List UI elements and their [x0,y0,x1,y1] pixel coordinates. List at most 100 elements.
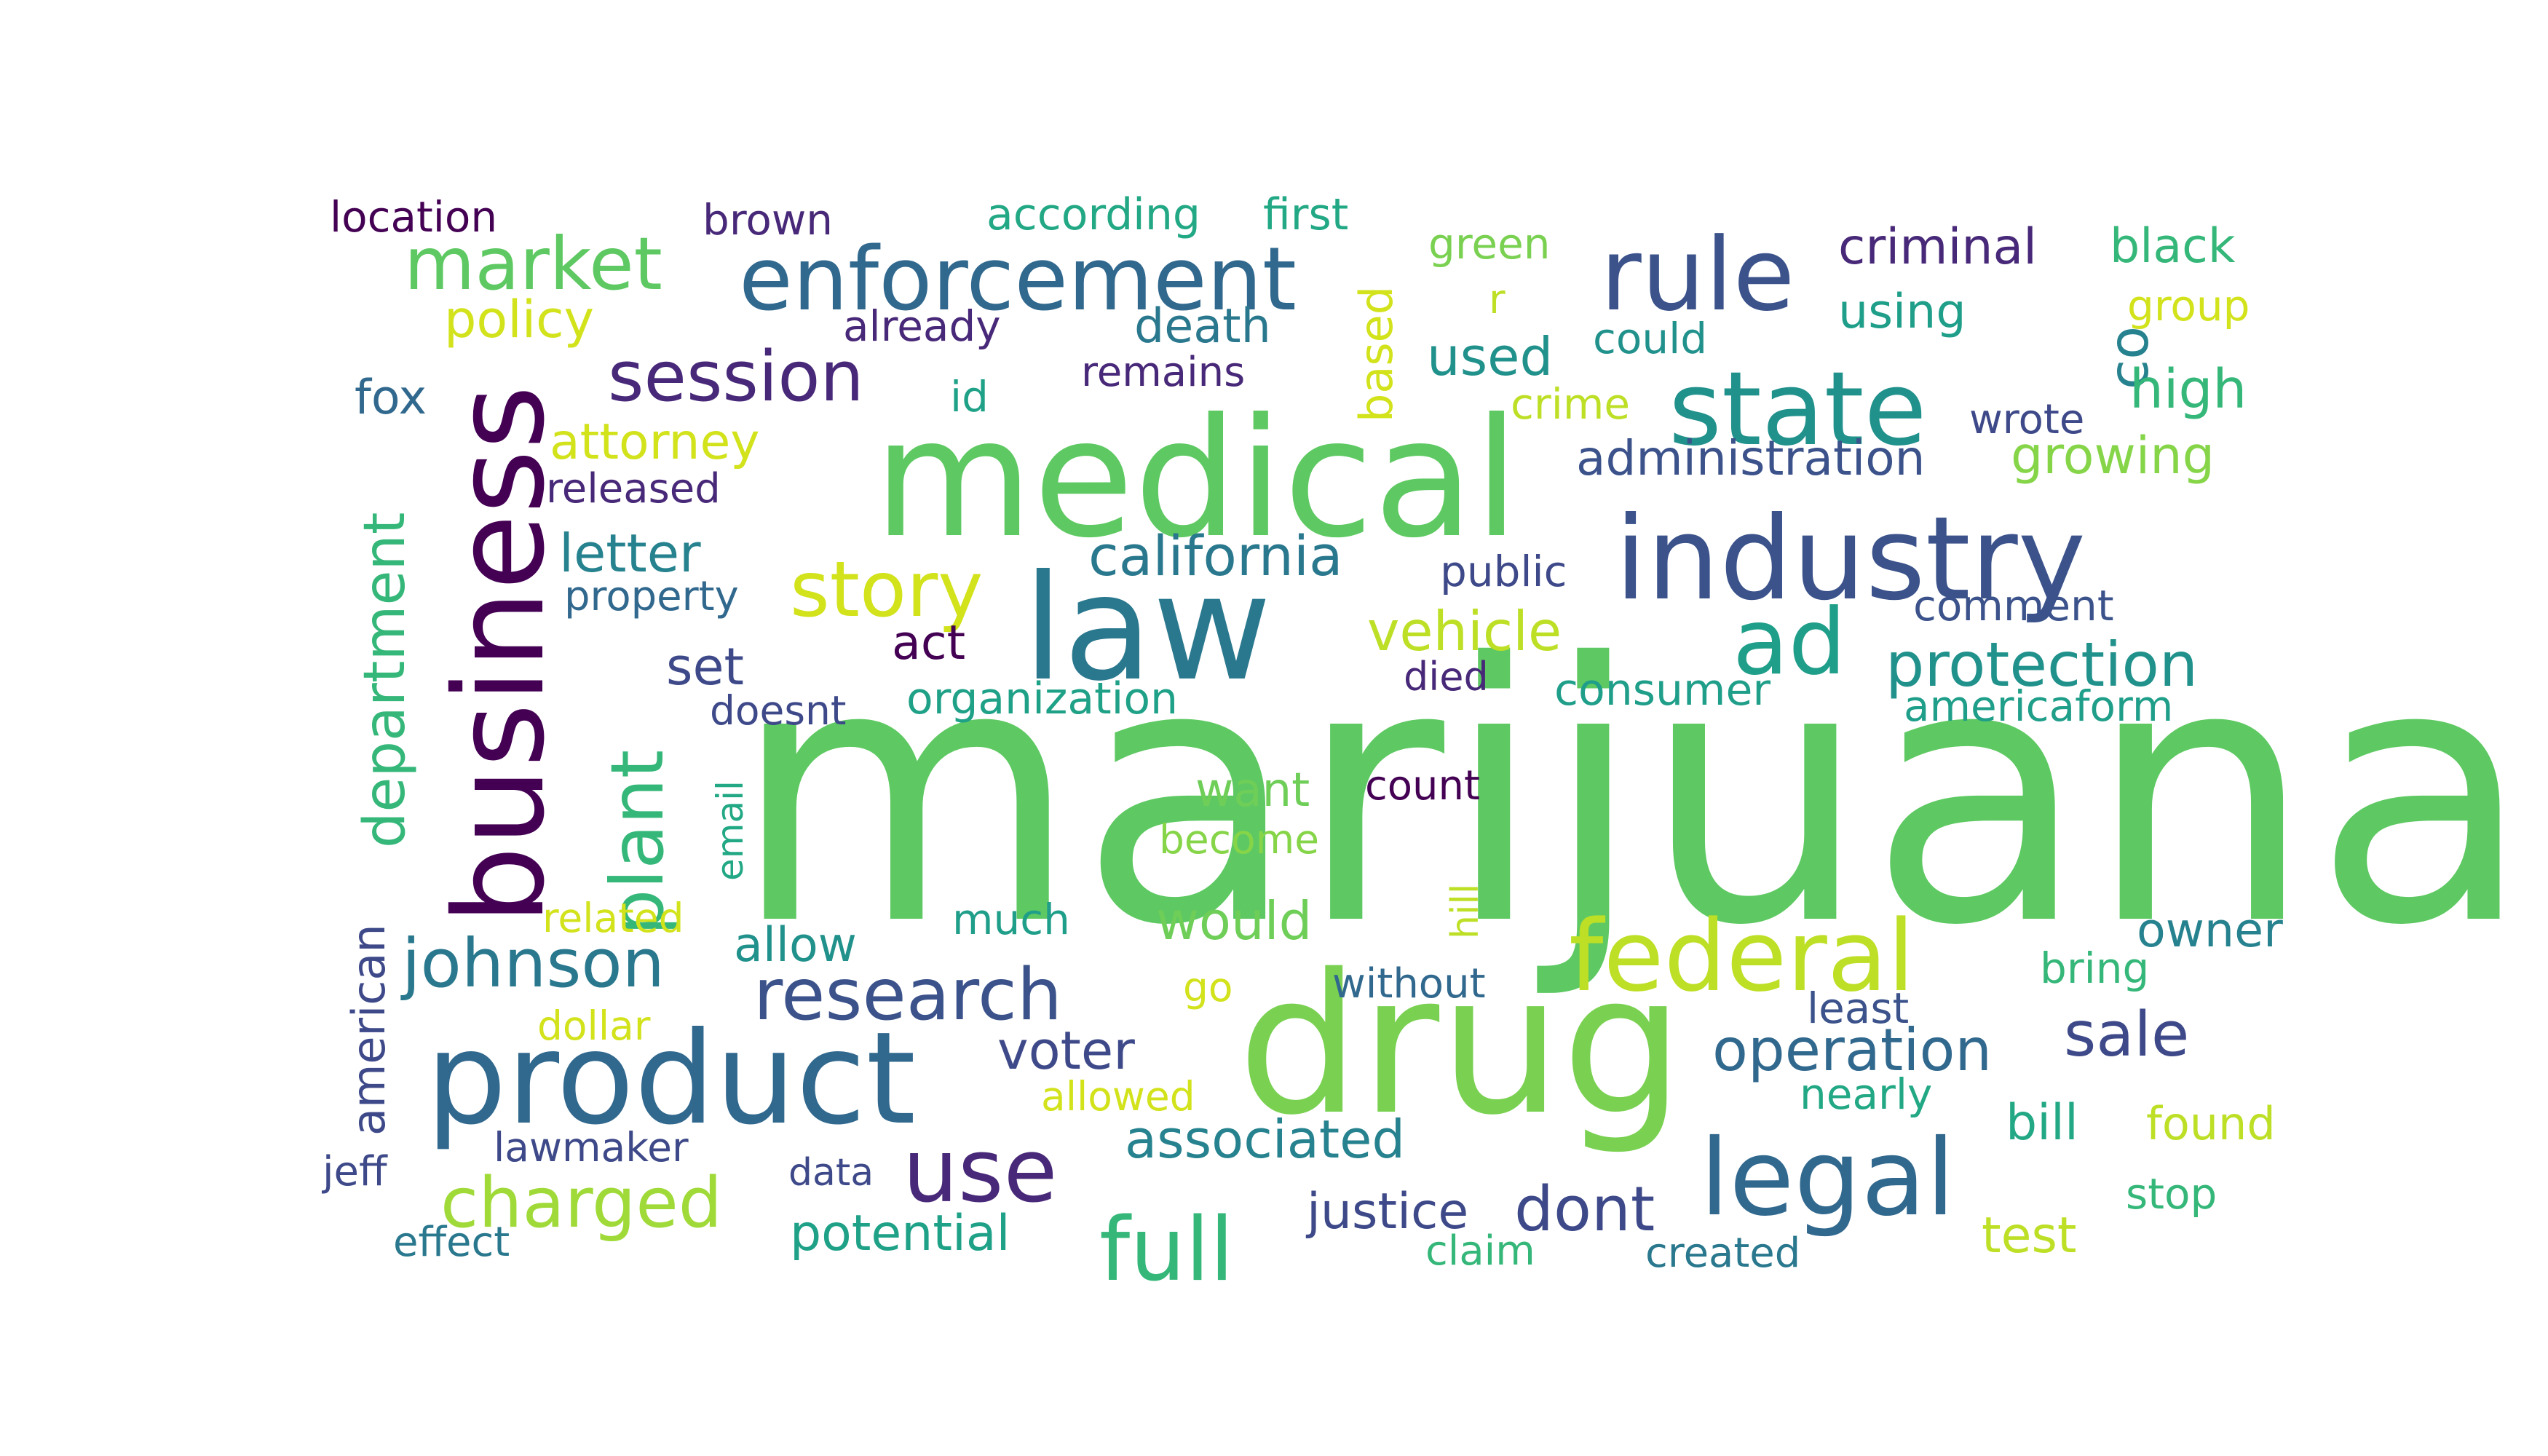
word-protection: protection [1886,629,2198,700]
word-full: full [1099,1200,1234,1301]
word-business: business [428,385,572,925]
word-public: public [1440,547,1567,596]
word-story: story [790,545,983,634]
word-property: property [564,573,739,620]
word-owner: owner [2137,903,2283,958]
word-died: died [1404,654,1489,700]
word-doesnt: doesnt [710,687,846,734]
word-set: set [666,637,744,697]
word-used: used [1427,326,1553,387]
word-department: department [352,513,418,848]
word-location: location [330,192,497,242]
word-death: death [1134,299,1271,354]
word-industry: industry [1615,492,2086,626]
word-research: research [753,954,1062,1037]
word-r: r [1489,276,1506,323]
word-green: green [1428,219,1551,269]
word-american: american [342,924,395,1136]
word-americaform: americaform [1904,681,2173,731]
word-based: based [1350,286,1403,422]
word-ad: ad [1733,590,1846,695]
word-law: law [1023,544,1272,713]
word-crime: crime [1511,379,1630,429]
word-act: act [892,616,965,670]
word-high: high [2129,358,2247,421]
word-use: use [903,1121,1057,1222]
word-state: state [1669,350,1927,469]
word-wrote: wrote [1969,396,2084,443]
word-california: california [1088,523,1343,588]
word-legal: legal [1700,1117,1955,1240]
word-criminal: criminal [1838,218,2037,276]
word-session: session [608,337,864,417]
word-become: become [1159,816,1319,863]
word-associated: associated [1125,1109,1405,1170]
word-effect: effect [393,1219,510,1266]
word-go: go [1183,964,1233,1010]
word-consumer: consumer [1554,665,1770,716]
word-count: count [1365,762,1480,810]
word-charged: charged [440,1163,722,1243]
word-allow: allow [734,918,857,973]
word-bring: bring [2040,943,2149,993]
word-fox: fox [355,371,427,425]
word-claim: claim [1425,1227,1535,1275]
word-remains: remains [1081,349,1245,396]
word-already: already [843,301,1001,351]
word-rule: rule [1600,216,1795,333]
word-group: group [2127,281,2250,331]
word-test: test [1982,1207,2077,1265]
word-growing: growing [2011,426,2215,486]
word-vehicle: vehicle [1367,599,1562,663]
word-bill: bill [2006,1094,2078,1152]
word-would: would [1156,890,1312,951]
word-nearly: nearly [1800,1069,1932,1119]
word-justice: justice [1305,1183,1468,1241]
word-according: according [986,189,1200,240]
word-id: id [950,372,989,422]
word-email: email [709,780,751,881]
word-letter: letter [559,523,701,584]
word-marijuana: marijuana [732,587,2532,1003]
word-dont: dont [1514,1174,1655,1246]
word-allowed: allowed [1041,1073,1195,1120]
word-stop: stop [2126,1169,2217,1219]
word-product: product [426,1005,916,1153]
word-market: market [404,221,662,306]
word-least: least [1807,984,1909,1033]
word-organization: organization [906,673,1178,724]
word-found: found [2146,1097,2276,1150]
word-drug: drug [1238,933,1684,1158]
word-want: want [1195,764,1310,818]
word-medical: medical [874,384,1519,574]
word-released: released [546,465,721,513]
word-co: co [2097,326,2161,389]
word-first: first [1263,189,1348,240]
word-policy: policy [444,290,594,349]
word-enforcement: enforcement [739,229,1297,331]
word-hill: hill [1444,884,1487,939]
word-sale: sale [2064,999,2189,1071]
word-lawmaker: lawmaker [494,1124,689,1171]
word-related: related [542,895,684,941]
word-federal: federal [1569,899,1915,1013]
word-dollar: dollar [537,1002,651,1049]
word-administration: administration [1576,430,1925,486]
word-black: black [2110,219,2236,274]
word-brown: brown [703,195,833,245]
word-operation: operation [1712,1016,1992,1084]
word-created: created [1645,1230,1800,1277]
word-much: much [952,895,1070,944]
word-potential: potential [790,1205,1010,1262]
word-attorney: attorney [550,414,760,471]
word-could: could [1593,314,1707,363]
word-plant: plant [595,750,680,935]
word-using: using [1838,285,1966,339]
word-data: data [788,1151,874,1195]
word-voter: voter [997,1020,1135,1081]
word-jeff: jeff [321,1148,388,1195]
word-without: without [1332,960,1486,1008]
word-comment: comment [1913,581,2114,630]
word-johnson: johnson [400,925,665,1002]
